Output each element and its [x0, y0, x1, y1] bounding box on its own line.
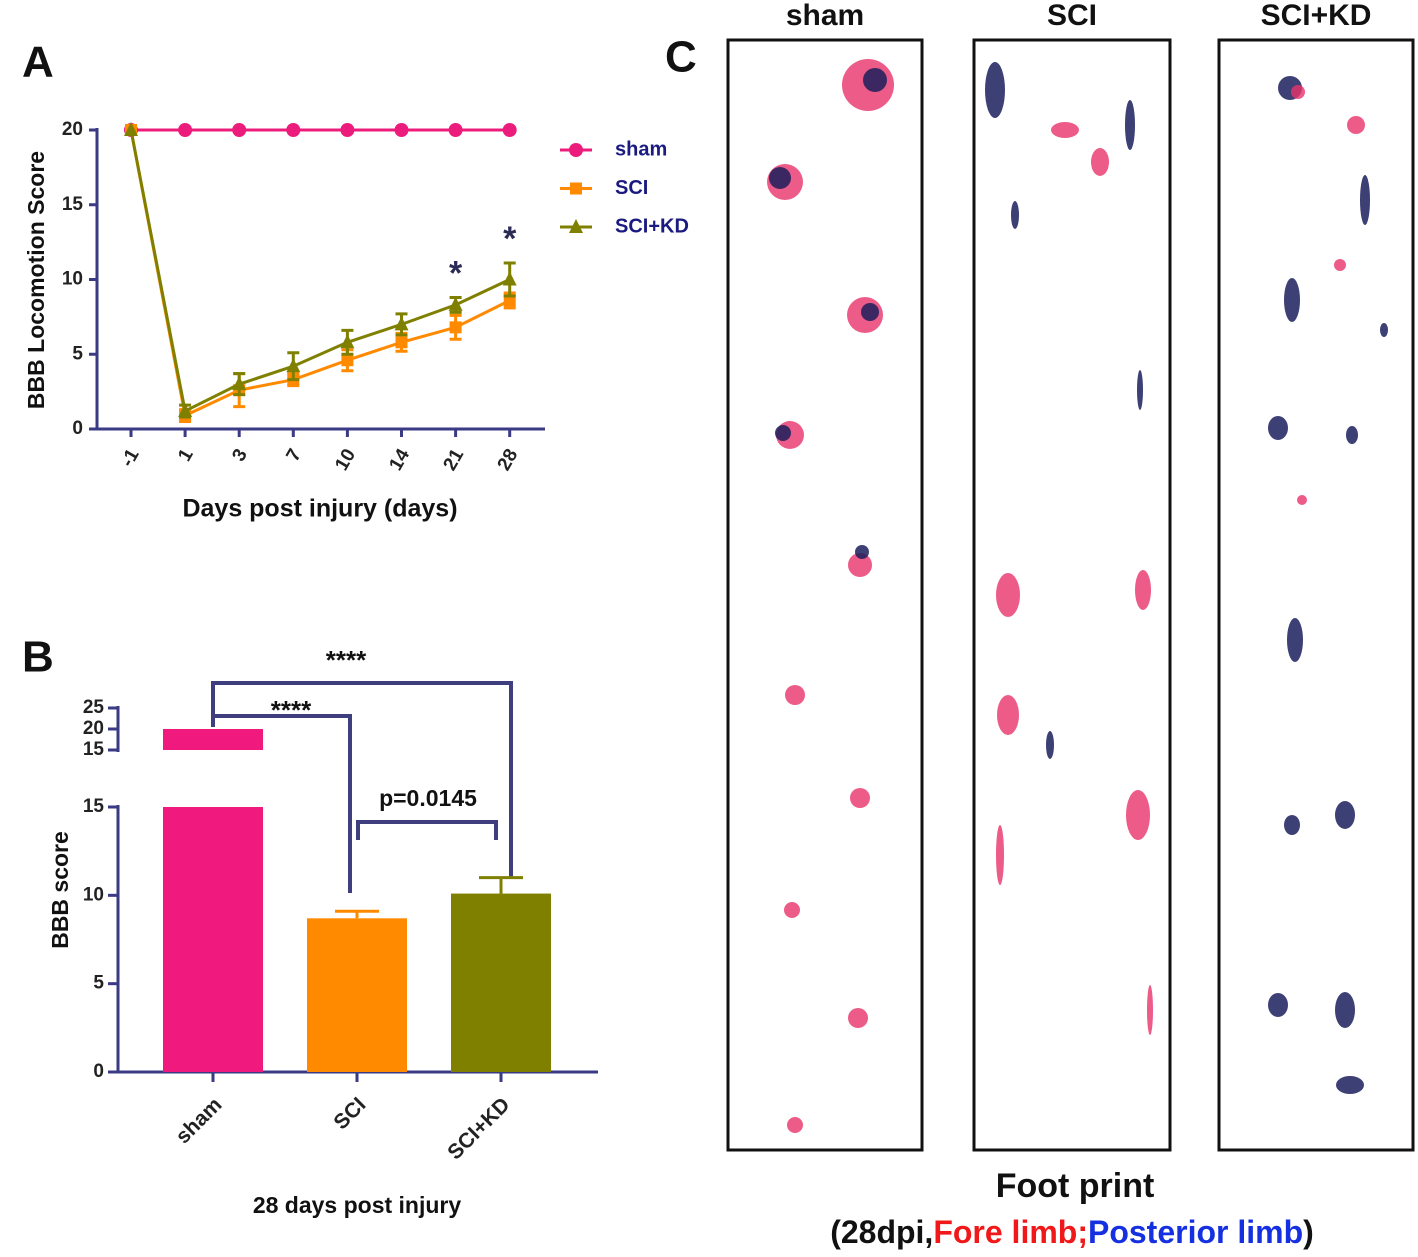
marker: [232, 123, 247, 137]
annotation: *: [449, 254, 463, 292]
significance-bracket: [211, 714, 352, 893]
y-tick-label: 5: [72, 343, 83, 364]
note-part: Posterior limb: [1088, 1214, 1303, 1250]
annotation: *: [503, 220, 517, 258]
error-bar: [479, 876, 523, 894]
significance-label: ****: [326, 645, 367, 675]
x-tick-label: 14: [385, 445, 414, 474]
caption-note: (28dpi,Fore limb;Posterior limb): [830, 1214, 1314, 1250]
y-tick-label: 15: [83, 796, 105, 817]
footprint-strip: [726, 38, 924, 1152]
marker: [178, 403, 193, 418]
marker: [394, 123, 409, 137]
y-axis-label: BBB score: [47, 831, 73, 949]
error-bar: [335, 909, 379, 919]
marker: [124, 122, 138, 136]
y-tick-label: 0: [93, 1061, 104, 1082]
panel-label: A: [22, 38, 54, 87]
x-tick-label: 3: [228, 446, 251, 466]
marker: [502, 123, 517, 137]
legend-marker: [569, 143, 583, 157]
bar: [163, 729, 263, 750]
significance-bracket: [356, 820, 498, 840]
marker: [394, 316, 409, 331]
marker: [448, 296, 463, 311]
note-part: ): [1303, 1214, 1314, 1250]
y-tick-label: 5: [93, 973, 104, 994]
caption: Foot print: [996, 1167, 1155, 1205]
legend-label: SCI+KD: [615, 215, 689, 237]
bar: [451, 893, 551, 1072]
panel-label: C: [665, 33, 697, 82]
marker: [448, 123, 463, 137]
significance-bracket: [211, 681, 513, 878]
marker: [178, 123, 193, 137]
footprints: [767, 59, 1388, 1133]
y-tick-label: 0: [72, 418, 83, 439]
legend-label: sham: [615, 138, 667, 160]
y-tick-label: 15: [83, 739, 105, 760]
marker: [286, 123, 301, 137]
marker: [395, 336, 408, 349]
marker: [449, 321, 462, 334]
legend-label: SCI: [615, 177, 648, 199]
y-tick-label: 15: [62, 194, 84, 215]
marker: [340, 334, 355, 349]
marker: [341, 354, 354, 367]
strip-title: SCI+KD: [1261, 0, 1372, 32]
x-tick-label: SCI: [329, 1093, 370, 1134]
x-tick-label: SCI+KD: [443, 1093, 514, 1164]
y-tick-label: 10: [83, 884, 104, 905]
x-tick-label: 7: [282, 446, 305, 466]
marker: [502, 271, 517, 286]
y-tick-label: 20: [62, 119, 83, 140]
legend-marker: [570, 182, 582, 195]
significance-label: p=0.0145: [379, 785, 477, 811]
note-part: (28dpi,: [830, 1214, 933, 1250]
x-tick-label: sham: [171, 1093, 226, 1148]
series-line: [129, 129, 511, 414]
series-line: [129, 129, 511, 418]
strip-title: SCI: [1047, 0, 1097, 32]
note-part: Fore limb;: [933, 1214, 1088, 1250]
y-tick-label: 20: [83, 718, 104, 739]
marker: [232, 376, 247, 391]
marker: [340, 123, 355, 137]
strip-title: sham: [786, 0, 864, 32]
y-axis-label: BBB Locomotion Score: [23, 151, 49, 409]
panel-label: B: [22, 633, 54, 682]
x-tick-label: -1: [117, 445, 144, 471]
x-tick-label: 28: [494, 446, 523, 475]
significance-label: ****: [271, 695, 312, 725]
axis: [95, 128, 545, 431]
legend-marker: [569, 219, 583, 233]
bar: [307, 918, 407, 1072]
bar: [163, 807, 263, 1072]
y-tick-label: 25: [83, 697, 105, 718]
x-tick-label: 21: [440, 445, 469, 474]
x-axis-label: 28 days post injury: [253, 1192, 462, 1218]
x-tick-label: 10: [331, 446, 360, 475]
y-tick-label: 10: [62, 269, 83, 290]
footprint-strip: [1217, 38, 1415, 1152]
x-axis-label: Days post injury (days): [182, 495, 457, 523]
marker: [286, 358, 301, 373]
x-tick-label: 1: [174, 445, 198, 465]
